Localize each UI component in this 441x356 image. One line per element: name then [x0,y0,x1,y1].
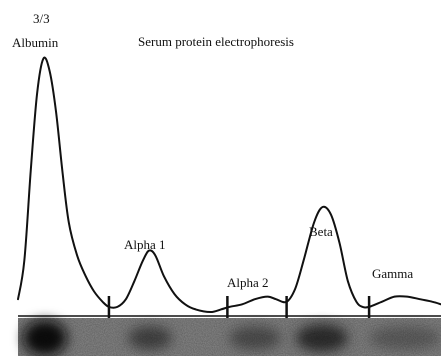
peak-label-gamma: Gamma [372,266,414,281]
gel-grain [18,318,441,356]
densitometry-trace [17,56,441,313]
peak-label-beta: Beta [309,224,333,239]
panel-label: 3/3 [33,11,50,26]
peak-label-alpha-1: Alpha 1 [124,237,166,252]
chart-title: Serum protein electrophoresis [138,34,294,49]
gel-strip [18,318,441,356]
peak-label-alpha-2: Alpha 2 [227,275,269,290]
peak-label-albumin: Albumin [12,35,59,50]
